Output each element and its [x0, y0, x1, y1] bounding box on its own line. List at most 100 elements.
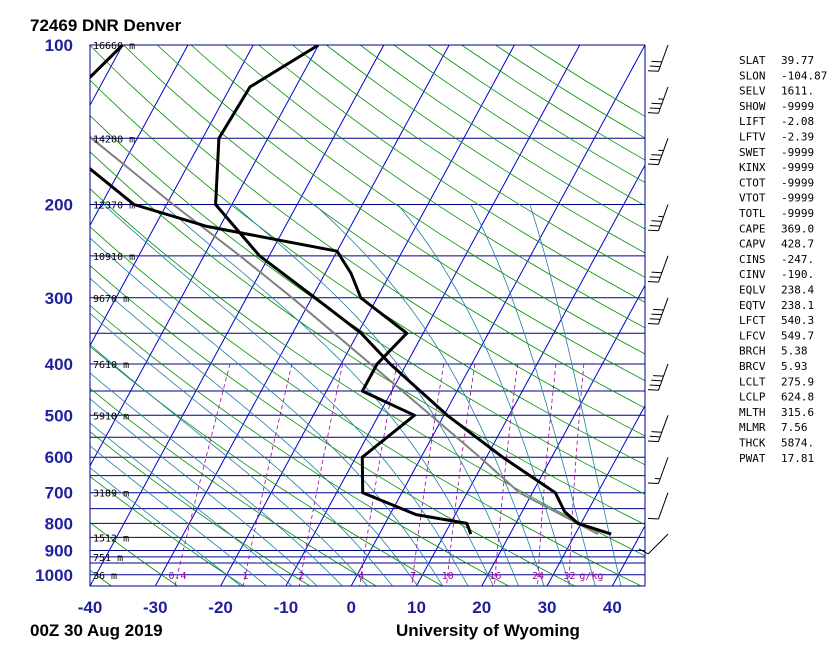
dry-adiabat [90, 304, 509, 586]
index-name: LFCT [739, 314, 766, 327]
height-label: 14200 m [93, 134, 135, 145]
dry-adiabat [90, 188, 645, 557]
barb-flag [638, 548, 649, 555]
mixing-ratio-line [242, 363, 293, 586]
height-label: 12370 m [93, 200, 135, 211]
index-value: -9999 [781, 192, 814, 205]
barb-flag [649, 65, 661, 68]
index-name: SHOW [739, 100, 766, 113]
plot-frame [89, 44, 646, 587]
barb-flag [647, 112, 659, 114]
barb-flag [653, 375, 664, 377]
moist-adiabat [162, 204, 494, 586]
dry-adiabat [90, 522, 178, 586]
mixing-ratio-line [537, 363, 557, 586]
barb-flag [647, 389, 659, 391]
mixing-ratio-label: 24 [532, 571, 544, 582]
barb-staff [647, 533, 669, 555]
barb-flag [647, 281, 659, 283]
dry-adiabat [359, 45, 645, 230]
barb-staff [657, 255, 669, 283]
index-name: LCLT [739, 375, 766, 388]
barb-flag [651, 313, 662, 316]
moist-adiabat [90, 237, 444, 586]
index-value: 7.56 [781, 421, 808, 434]
index-value: 238.1 [781, 299, 814, 312]
isotherm-line [546, 404, 645, 586]
dry-adiabat [393, 45, 645, 207]
moist-adiabat [90, 277, 419, 586]
barb-flag [653, 308, 664, 311]
barb-staff [657, 297, 669, 325]
index-name: CAPV [739, 238, 766, 251]
isotherm-line [90, 45, 385, 586]
temperature-tick-label: 30 [538, 598, 557, 617]
wind-barb [647, 204, 669, 232]
index-name: LFTV [739, 131, 766, 144]
index-value: -9999 [781, 161, 814, 174]
height-label: 10910 m [93, 252, 135, 263]
temperature-tick-label: -40 [78, 598, 103, 617]
barb-flag [651, 220, 662, 222]
mixing-ratio-label: 2 [298, 571, 304, 582]
index-value: -9999 [781, 176, 814, 189]
temperature-tick-label: 20 [472, 598, 491, 617]
isotherm-line [90, 45, 189, 227]
height-label: 9670 m [93, 294, 129, 305]
isotherm-line [350, 45, 645, 586]
pressure-tick-label: 300 [45, 289, 73, 308]
pressure-tick-label: 200 [45, 195, 73, 214]
isotherm-line [154, 45, 450, 586]
barb-flag [651, 379, 662, 382]
height-label: 7610 m [93, 360, 129, 371]
height-label: 751 m [93, 553, 123, 564]
barb-staff [657, 363, 669, 391]
wind-barb [647, 86, 669, 114]
dry-adiabat [90, 151, 645, 526]
index-value: -104.87 [781, 69, 827, 82]
index-name: CAPE [739, 222, 766, 235]
moist-adiabat [90, 312, 393, 586]
dry-adiabat [90, 569, 112, 586]
indices-table: SLAT 39.77 SLON -104.87 SELV 1611. SHOW -9999 LI… [739, 54, 827, 465]
barb-flag [647, 70, 659, 72]
index-value: 624.8 [781, 391, 814, 404]
sounding-layer [90, 45, 612, 536]
dry-adiabat [292, 45, 645, 278]
footer-date: 00Z 30 Aug 2019 [30, 621, 163, 640]
parcel-path [90, 135, 599, 535]
mixing-ratio-label: 10 [442, 571, 454, 582]
temperature-tick-label: -10 [274, 598, 299, 617]
moist-adiabat [233, 204, 519, 586]
moist-adiabat [90, 344, 368, 586]
dry-adiabat [90, 265, 575, 586]
index-name: EQLV [739, 284, 766, 297]
index-value: 5.93 [781, 360, 808, 373]
index-value: 549.7 [781, 329, 814, 342]
mixing-ratio-line [174, 363, 231, 586]
index-value: -9999 [781, 207, 814, 220]
height-label: 5910 m [93, 411, 129, 422]
mixing-ratio-line [359, 363, 398, 586]
dry-adiabat [123, 45, 645, 409]
temperature-tick-label: 10 [407, 598, 426, 617]
mixing-ratio-label: 4 [358, 571, 364, 582]
index-value: 17.81 [781, 452, 814, 465]
temperature-tick-label: 40 [603, 598, 622, 617]
pressure-tick-label: 900 [45, 542, 73, 561]
dry-adiabat [495, 45, 645, 139]
barb-staff [657, 86, 669, 114]
index-name: PWAT [739, 452, 766, 465]
barb-staff [657, 415, 669, 442]
barb-staff [657, 44, 669, 72]
mixing-ratio-label: 16 [489, 571, 501, 582]
pressure-tick-label: 700 [45, 484, 73, 503]
height-label: 16660 m [93, 41, 135, 52]
dry-adiabat [90, 114, 645, 495]
dry-adiabat [224, 45, 645, 329]
dry-adiabat [258, 45, 645, 303]
dry-adiabat [90, 431, 311, 586]
barb-flag [647, 229, 659, 232]
index-value: 540.3 [781, 314, 814, 327]
